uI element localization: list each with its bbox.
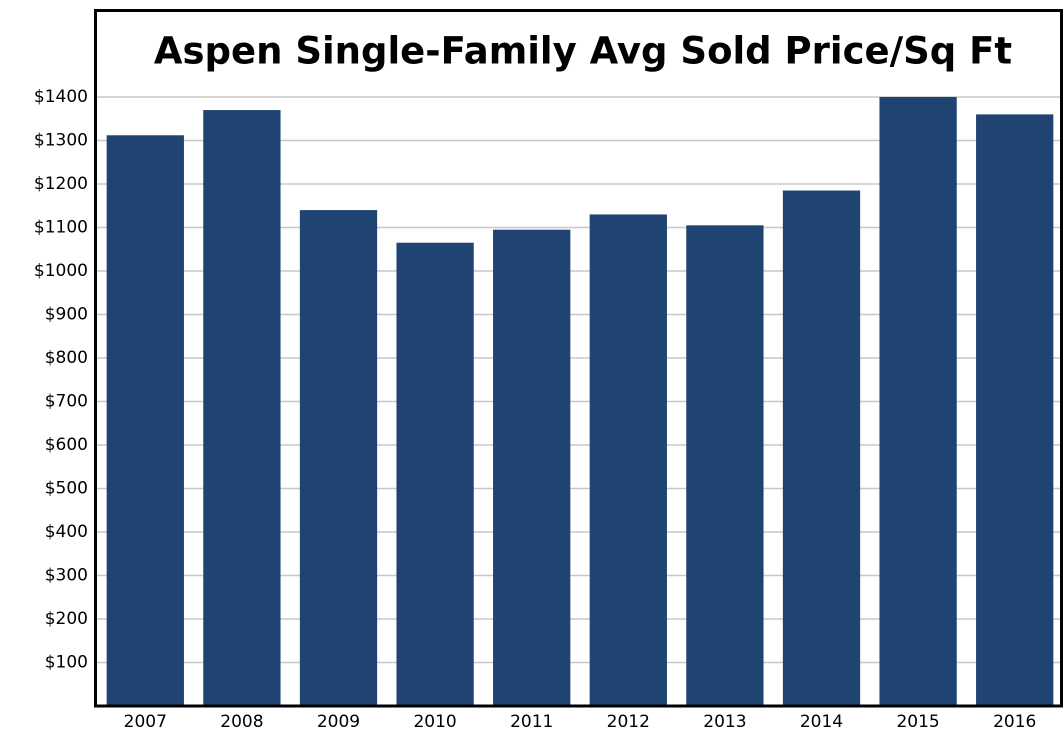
bars [106, 97, 1054, 707]
bar [879, 97, 957, 706]
x-tick-label: 2009 [317, 712, 360, 732]
y-tick-label: $1100 [34, 218, 88, 238]
y-tick-label: $800 [45, 348, 88, 368]
bar [106, 135, 184, 706]
y-tick-label: $900 [45, 305, 88, 325]
x-tick-label: 2011 [510, 712, 553, 732]
x-tick-label: 2010 [413, 712, 456, 732]
y-tick-label: $600 [45, 435, 88, 455]
x-tick-label: 2007 [124, 712, 167, 732]
chart-title: Aspen Single-Family Avg Sold Price/Sq Ft [154, 30, 1012, 73]
y-tick-label: $100 [45, 653, 88, 673]
x-tick-label: 2012 [607, 712, 650, 732]
x-tick-label: 2015 [896, 712, 939, 732]
plot-frame [94, 9, 1063, 708]
bar [686, 225, 764, 706]
y-tick-label: $1200 [34, 174, 88, 194]
y-tick-label: $200 [45, 609, 88, 629]
bar [976, 114, 1054, 706]
y-tick-label: $700 [45, 392, 88, 412]
x-tick-label: 2013 [703, 712, 746, 732]
bar [782, 190, 861, 706]
bar [396, 242, 474, 706]
x-tick-label: 2014 [800, 712, 843, 732]
bar [203, 110, 281, 707]
y-tick-label: $1300 [34, 131, 88, 151]
x-tick-label: 2008 [220, 712, 263, 732]
y-tick-label: $300 [45, 566, 88, 586]
bar [589, 214, 667, 706]
y-tick-label: $1400 [34, 87, 88, 107]
y-tick-label: $500 [45, 479, 88, 499]
y-tick-label: $1000 [34, 261, 88, 281]
bar [493, 229, 571, 707]
x-tick-label: 2016 [993, 712, 1036, 732]
y-tick-label: $400 [45, 522, 88, 542]
bar [299, 210, 378, 706]
